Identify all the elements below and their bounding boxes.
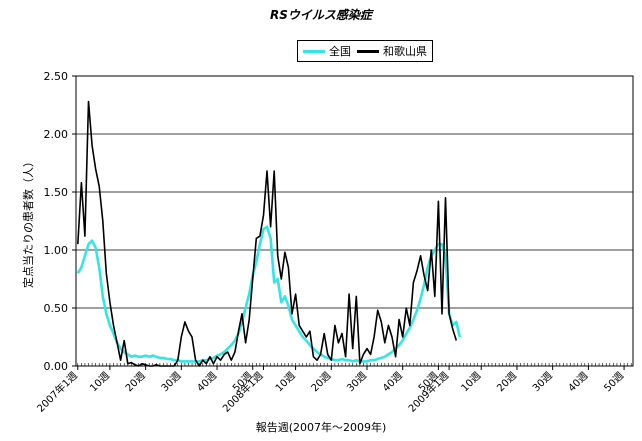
- y-tick-label: 1.50: [44, 186, 69, 199]
- y-tick-label: 2.00: [44, 128, 69, 141]
- x-tick-label: 10週: [273, 370, 298, 395]
- y-tick-label: 0.50: [44, 302, 69, 315]
- x-axis-title: 報告週(2007年～2009年): [255, 421, 387, 434]
- chart-title: RSウイルス感染症: [270, 8, 372, 22]
- legend-label-national: 全国: [329, 45, 351, 58]
- x-tick-label: 30週: [530, 370, 555, 395]
- x-tick-label: 2007年1週: [34, 369, 80, 415]
- legend-swatch-national: [303, 49, 325, 53]
- legend: 全国 和歌山県: [297, 40, 433, 62]
- x-tick-label: 20週: [123, 370, 148, 395]
- x-tick-label: 40週: [566, 370, 591, 395]
- x-tick-label: 30週: [345, 370, 370, 395]
- y-axis-title: 定点当たりの患者数（人）: [22, 156, 35, 288]
- series-line-wakayama: [77, 100, 458, 367]
- x-tick-label: 40週: [380, 370, 405, 395]
- x-tick-label: 30週: [159, 370, 184, 395]
- legend-label-wakayama: 和歌山県: [383, 45, 427, 58]
- x-tick-label: 10週: [87, 370, 112, 395]
- y-tick-label: 1.00: [44, 244, 69, 257]
- x-tick-label: 20週: [309, 370, 334, 395]
- x-tick-label: 10週: [459, 370, 484, 395]
- y-tick-label: 0.00: [44, 360, 69, 373]
- y-tick-label: 2.50: [44, 70, 69, 83]
- legend-swatch-wakayama: [357, 49, 379, 53]
- x-tick-label: 20週: [495, 370, 520, 395]
- x-tick-label: 50週: [602, 370, 627, 395]
- x-tick-label: 40週: [195, 370, 220, 395]
